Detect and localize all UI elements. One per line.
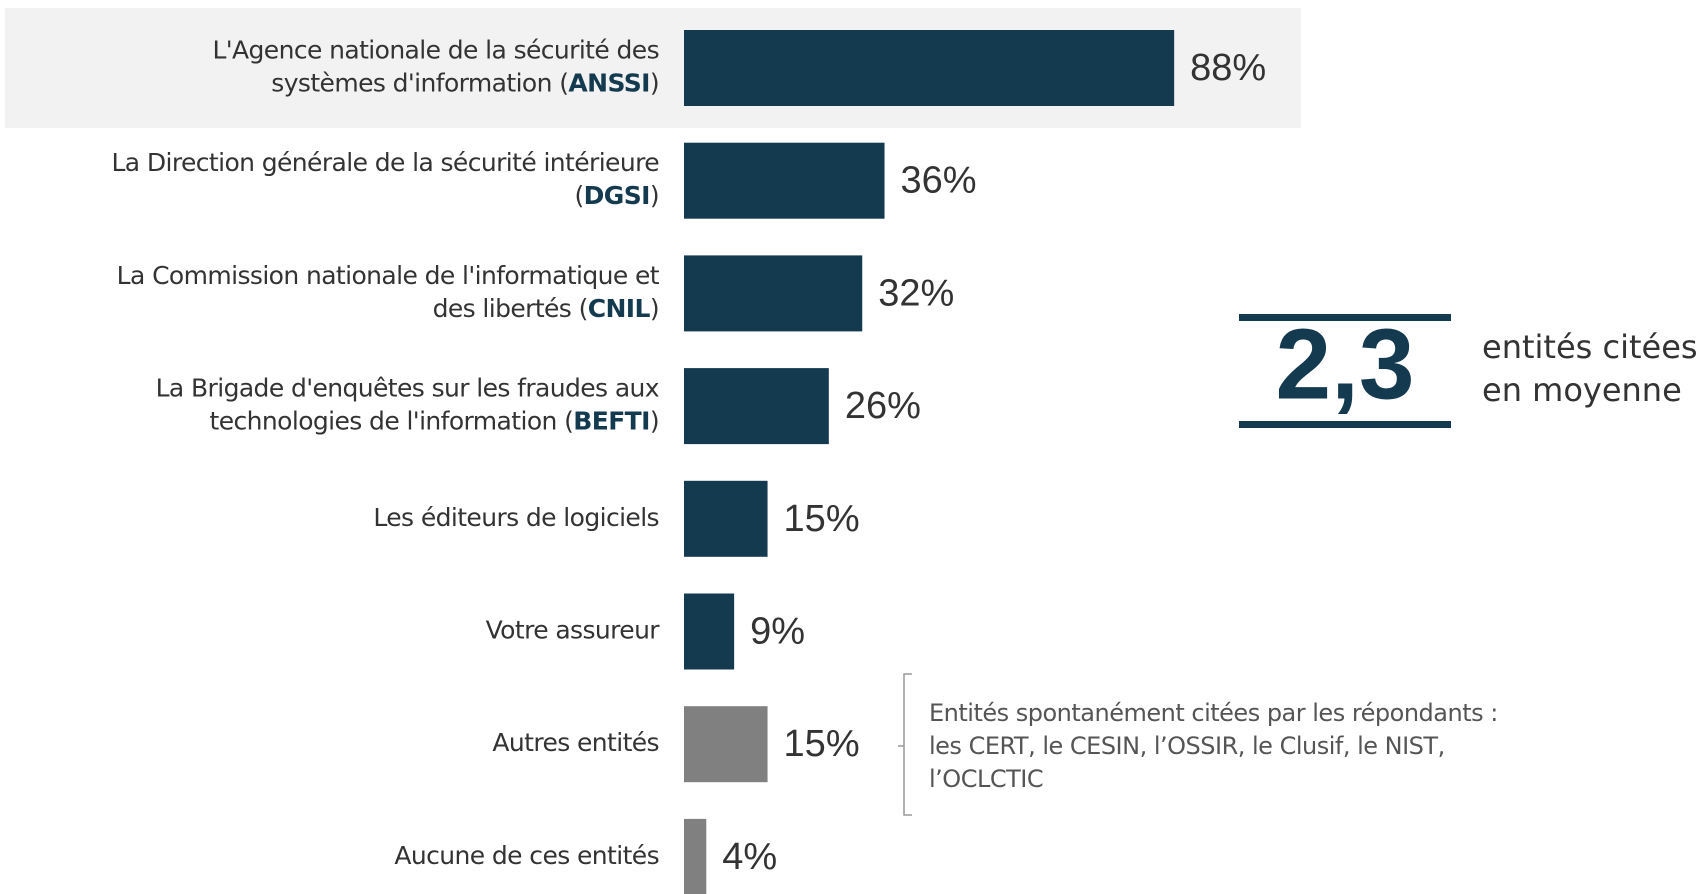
bar [684, 142, 885, 219]
bar [684, 30, 1175, 106]
callout-rule [1239, 421, 1451, 428]
value-label: 15% [784, 498, 860, 540]
value-label: 88% [1190, 47, 1266, 89]
bar [684, 593, 735, 670]
note-text: Entités spontanément citées par les répo… [929, 699, 1498, 727]
value-label: 4% [722, 836, 777, 878]
bar [684, 480, 768, 557]
note-text: l’OCLCTIC [929, 765, 1043, 793]
category-label: La Direction générale de la sécurité int… [111, 148, 659, 210]
callout-rule [1239, 314, 1451, 321]
callout-text: entités citées [1482, 328, 1698, 366]
bar [684, 255, 863, 332]
category-label: La Commission nationale de l'informatiqu… [117, 261, 660, 323]
value-label: 9% [750, 611, 805, 653]
callout-value: 2,3 [1275, 308, 1414, 420]
category-label: Votre assureur [486, 616, 661, 645]
bar [684, 368, 829, 445]
category-label: La Brigade d'enquêtes sur les fraudes au… [156, 374, 659, 436]
value-label: 26% [845, 385, 921, 427]
bar [684, 818, 707, 894]
note-text: les CERT, le CESIN, l’OSSIR, le Clusif, … [929, 732, 1445, 760]
category-label: Les éditeurs de logiciels [373, 503, 659, 532]
bar [684, 706, 768, 783]
value-label: 15% [784, 723, 860, 765]
category-label: L'Agence nationale de la sécurité des sys… [212, 36, 659, 98]
category-label: Autres entités [492, 728, 659, 757]
value-label: 36% [901, 160, 977, 202]
value-label: 32% [878, 272, 954, 314]
category-label: Aucune de ces entités [394, 841, 659, 870]
note-bracket [898, 673, 912, 816]
callout-text: en moyenne [1482, 371, 1682, 409]
